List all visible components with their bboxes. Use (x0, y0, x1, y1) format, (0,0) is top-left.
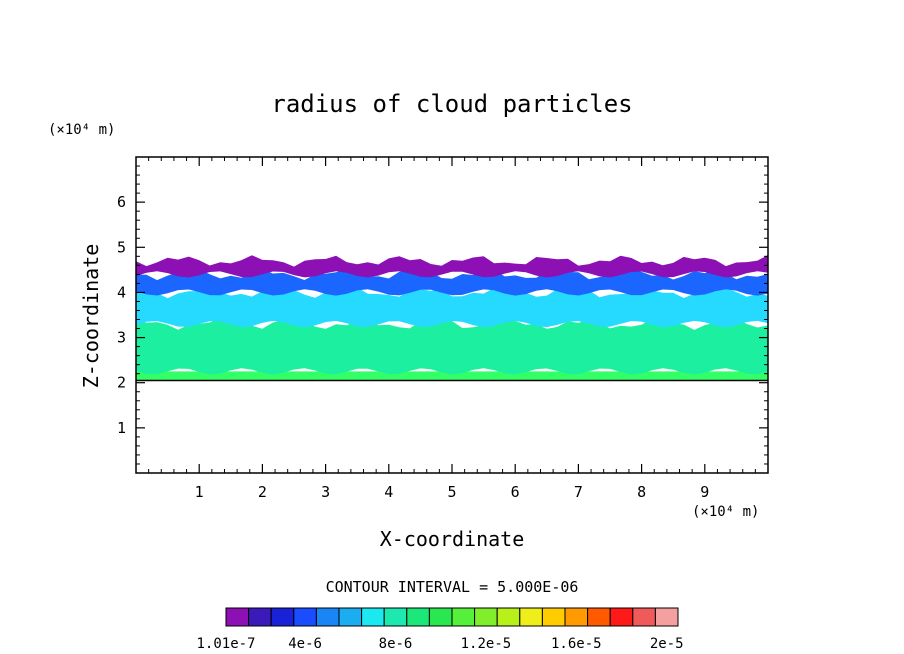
colorbar-label: 1.2e-5 (461, 636, 512, 652)
y-tick-label: 1 (117, 419, 126, 437)
x-tick-label: 1 (195, 483, 204, 501)
x-tick-label: 8 (637, 483, 646, 501)
colorbar-swatch (225, 607, 250, 627)
colorbar-swatch (361, 607, 385, 627)
cloud-band (136, 318, 768, 375)
colorbar-swatch (248, 607, 272, 627)
colorbar-swatch (632, 607, 656, 627)
colorbar-swatch (338, 607, 363, 627)
colorbar: 1.01e-7 4e-6 8e-6 1.2e-5 1.6e-5 2e-5 (196, 607, 684, 652)
colorbar-label: 2e-5 (650, 636, 684, 652)
y-unit-label: (×10⁴ m) (48, 122, 115, 138)
colorbar-label: 4e-6 (288, 636, 322, 652)
colorbar-swatch (428, 607, 453, 627)
x-tick-label: 9 (700, 483, 709, 501)
x-axis-label: X-coordinate (380, 527, 525, 551)
colorbar-swatch (519, 607, 543, 627)
colorbar-label: 1.01e-7 (196, 636, 255, 652)
colorbar-swatch (406, 607, 430, 627)
chart-title: radius of cloud particles (271, 90, 632, 118)
axis-ticks: 1 2 3 4 5 6 7 8 9 1 2 3 4 5 6 (117, 157, 768, 501)
cloud-band (136, 255, 768, 278)
y-tick-label: 2 (117, 374, 126, 392)
x-tick-label: 5 (447, 483, 456, 501)
x-tick-label: 6 (511, 483, 520, 501)
contour-interval-label: CONTOUR INTERVAL = 5.000E-06 (326, 578, 579, 596)
plot-area (136, 255, 768, 382)
colorbar-label: 1.6e-5 (551, 636, 602, 652)
y-tick-label: 6 (117, 193, 126, 211)
colorbar-swatch (564, 607, 589, 627)
colorbar-swatch (383, 607, 408, 627)
colorbar-swatch (293, 607, 317, 627)
x-unit-label: (×10⁴ m) (692, 504, 759, 520)
x-tick-label: 2 (258, 483, 267, 501)
cloud-band (136, 371, 768, 381)
colorbar-swatch (270, 607, 295, 627)
x-tick-label: 3 (321, 483, 330, 501)
colorbar-swatch (496, 607, 521, 627)
colorbar-swatch (609, 607, 634, 627)
y-tick-label: 5 (117, 238, 126, 256)
colorbar-swatch (474, 607, 498, 627)
cloud-band (136, 286, 768, 328)
colorbar-swatch (587, 607, 611, 627)
y-tick-label: 4 (117, 283, 126, 301)
x-tick-label: 4 (384, 483, 393, 501)
colorbar-swatch (541, 607, 566, 627)
y-tick-label: 3 (117, 329, 126, 347)
colorbar-swatch (654, 607, 679, 627)
y-axis-label: Z-coordinate (79, 244, 103, 389)
colorbar-label: 8e-6 (379, 636, 413, 652)
colorbar-swatch (315, 607, 340, 627)
colorbar-swatch (451, 607, 476, 627)
x-tick-label: 7 (574, 483, 583, 501)
